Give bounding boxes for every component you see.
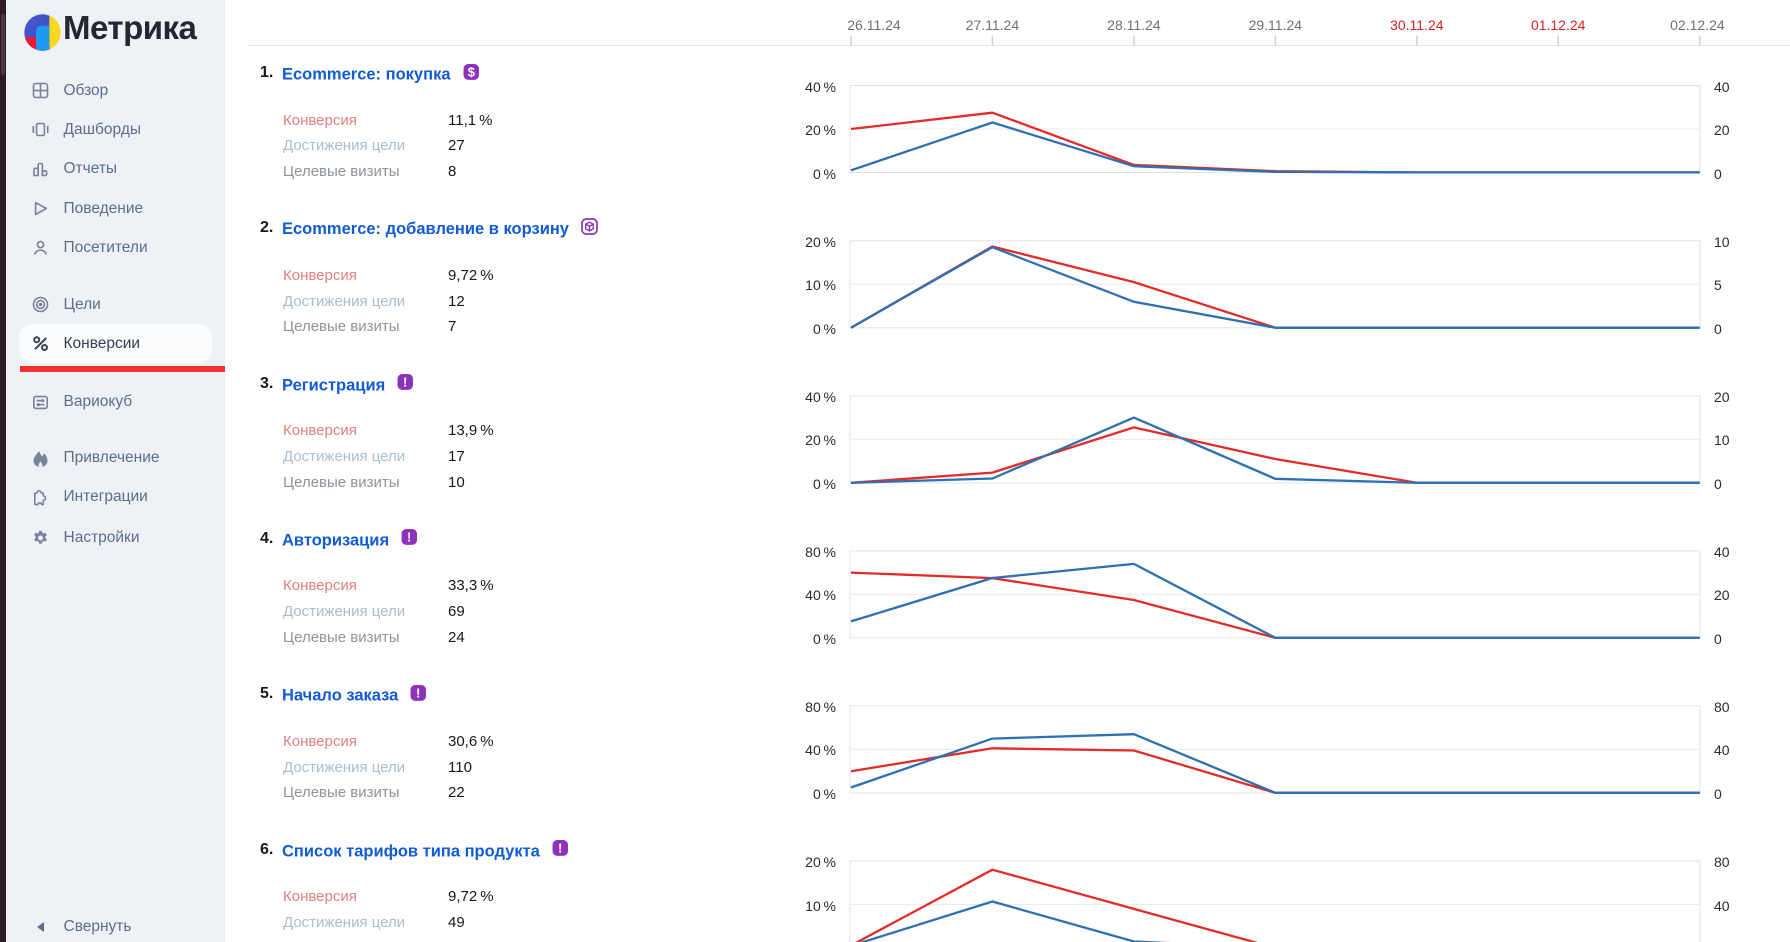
svg-text:$: $	[467, 64, 474, 79]
svg-text:!: !	[403, 375, 407, 390]
svg-text:!: !	[407, 530, 411, 545]
svg-text:!: !	[558, 841, 562, 856]
svg-text:!: !	[416, 685, 420, 700]
